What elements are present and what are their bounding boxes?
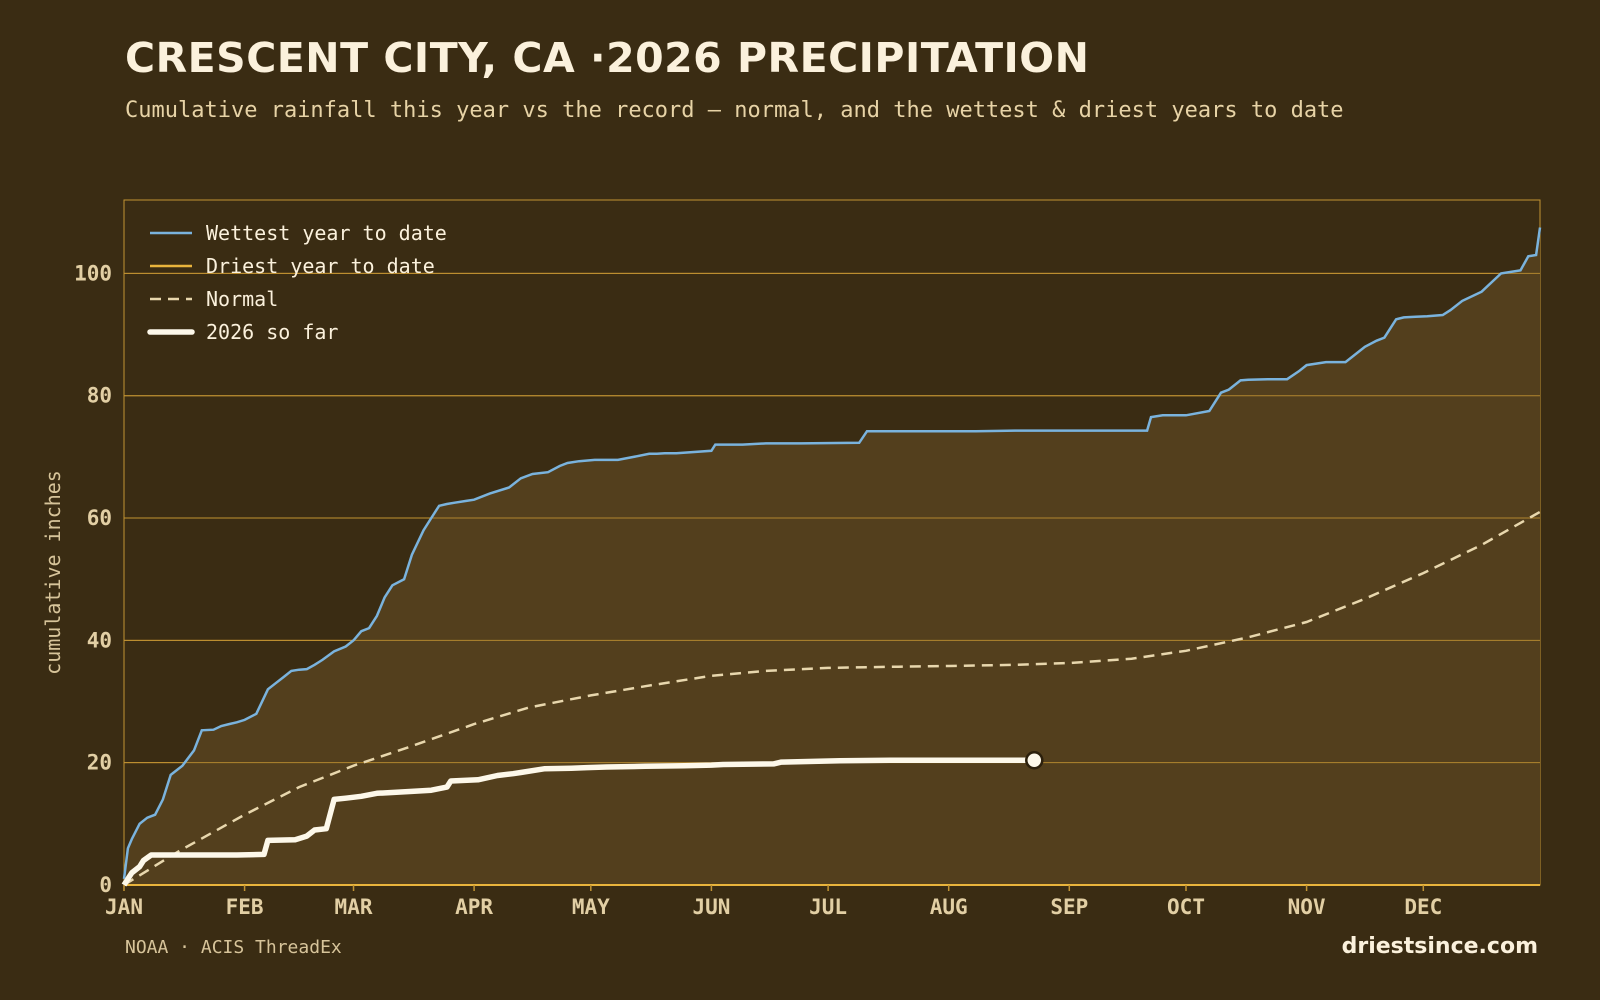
series-normal-line	[123, 510, 1541, 887]
axes: 0 20 40 60 80 100 JAN FEB MAR APR MAY JUN JUL AUG SEP O…	[41, 261, 1442, 919]
current-point-marker[interactable]	[1025, 750, 1044, 770]
x-tick-label: AUG	[930, 895, 968, 919]
x-tick-label: JUL	[809, 895, 847, 919]
legend: Wettest year to date Driest year to date N…	[147, 221, 447, 344]
series-wettest-line	[122, 227, 1542, 880]
x-tick-label: SEP	[1050, 895, 1088, 919]
legend-label: 2026 so far	[206, 320, 338, 344]
x-tick-label: APR	[455, 895, 493, 919]
x-tick-label: FEB	[226, 895, 264, 919]
legend-label: Driest year to date	[206, 254, 435, 278]
source-credit: NOAA · ACIS ThreadEx	[125, 937, 342, 958]
y-tick-label: 60	[87, 506, 112, 530]
series-lines	[121, 227, 1542, 887]
chart-subtitle: Cumulative rainfall this year vs the rec…	[125, 98, 1344, 123]
x-tick-label: DEC	[1404, 895, 1442, 919]
y-tick-label: 40	[87, 628, 112, 652]
x-tick-label: NOV	[1288, 895, 1326, 919]
y-tick-label: 0	[99, 873, 112, 897]
y-tick-label: 20	[87, 751, 112, 775]
wettest-driest-band	[124, 227, 1540, 885]
series-2026-line	[121, 757, 1035, 887]
legend-label: Normal	[206, 287, 278, 311]
y-tick-label: 100	[74, 261, 112, 285]
x-tick-label: JAN	[105, 895, 143, 919]
x-tick-label: MAY	[572, 895, 610, 919]
x-tick-label: JUN	[692, 895, 730, 919]
y-tick-label: 80	[87, 384, 112, 408]
x-tick-label: OCT	[1167, 895, 1205, 919]
chart-title: CRESCENT CITY, CA ·2026 PRECIPITATION	[125, 34, 1090, 82]
x-tick-label: MAR	[335, 895, 373, 919]
legend-label: Wettest year to date	[206, 221, 447, 245]
brand-link[interactable]: driestsince.com	[1341, 934, 1538, 959]
y-axis-label: cumulative inches	[41, 470, 65, 675]
